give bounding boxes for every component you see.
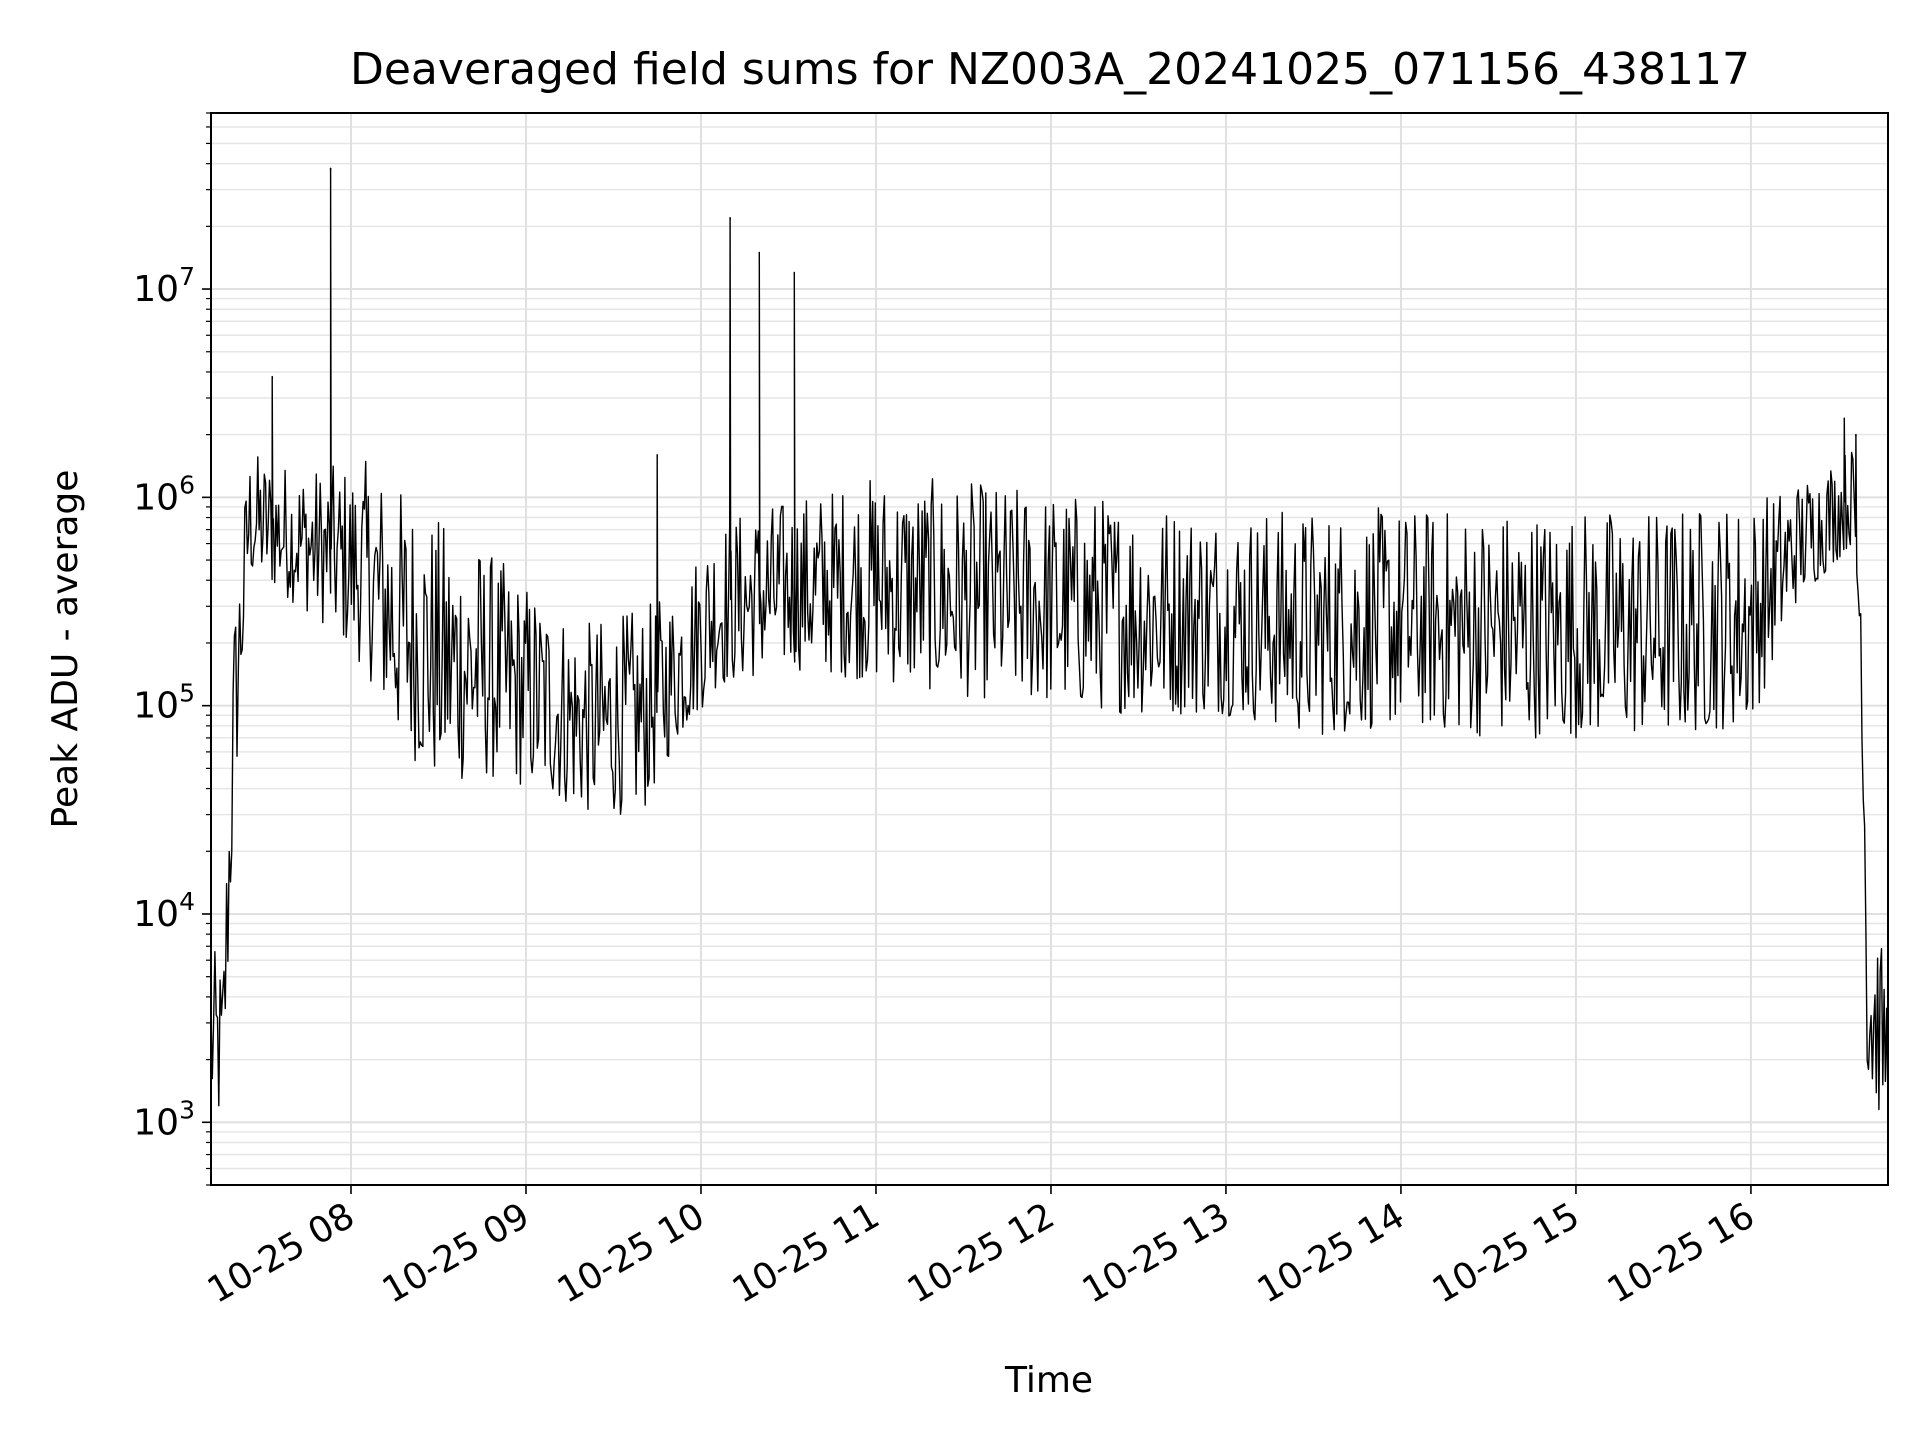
data-line (210, 167, 1889, 1111)
y-tick-label: 104 (133, 887, 195, 935)
series-layer (210, 167, 1889, 1111)
x-axis-label: Time (1004, 1360, 1093, 1401)
y-tick-label: 105 (133, 679, 195, 727)
plot-frame (210, 112, 1889, 1186)
y-tick-label: 103 (133, 1095, 195, 1143)
y-axis-label: Peak ADU - average (45, 470, 86, 829)
y-tick-label: 106 (133, 470, 195, 518)
y-tick-label: 107 (133, 262, 195, 310)
chart-title: Deaveraged field sums for NZ003A_2024102… (350, 44, 1750, 95)
